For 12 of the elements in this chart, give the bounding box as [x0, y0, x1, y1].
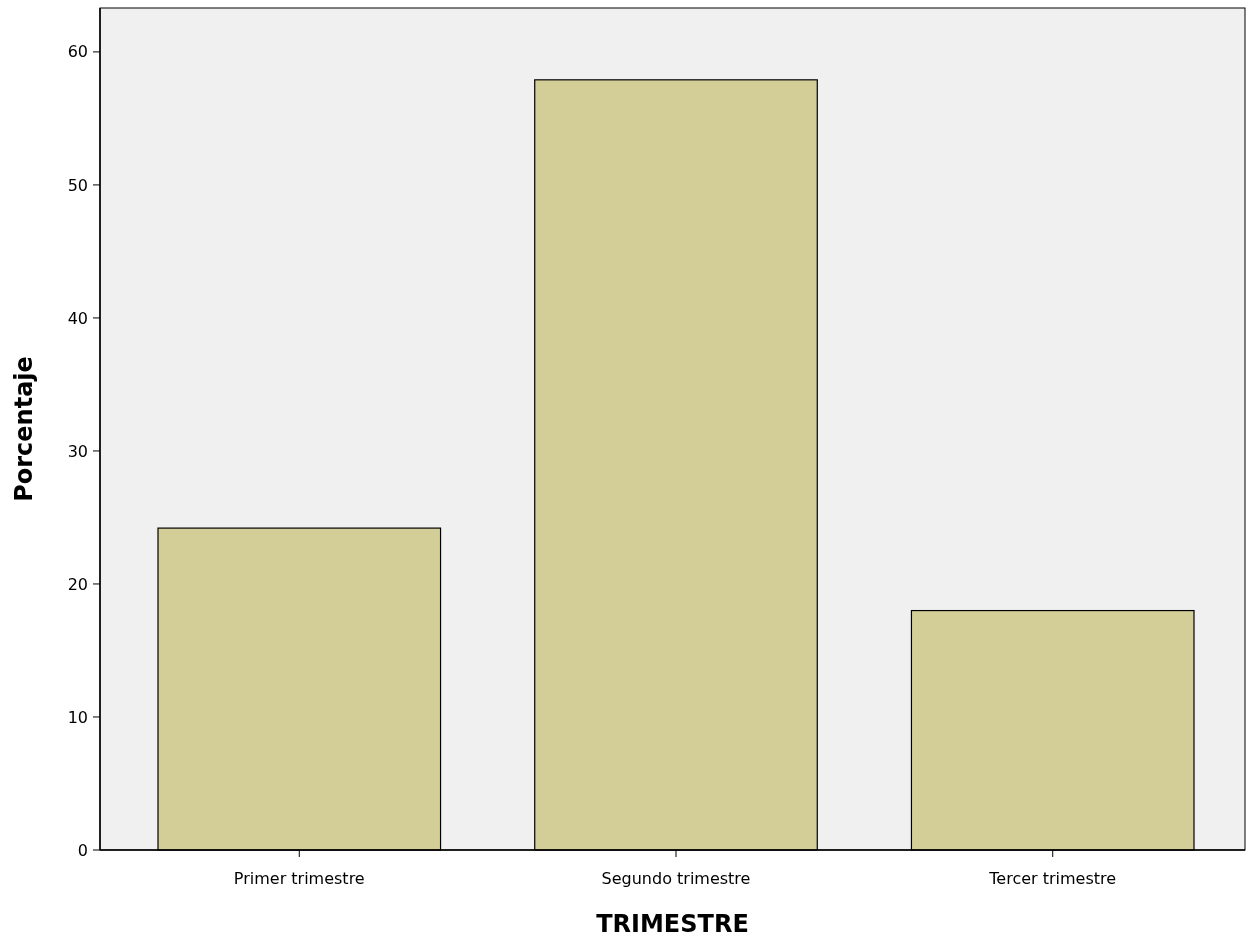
y-tick-label: 40	[67, 308, 88, 328]
x-axis-title: TRIMESTRE	[596, 910, 749, 938]
y-tick-label: 10	[67, 707, 88, 727]
x-tick-label: Segundo trimestre	[601, 869, 751, 888]
y-tick-label: 20	[67, 574, 88, 594]
x-tick-label: Primer trimestre	[233, 869, 365, 888]
y-axis-title: Porcentaje	[10, 356, 38, 502]
y-tick-label: 60	[67, 42, 88, 62]
x-tick-label: Tercer trimestre	[988, 869, 1117, 888]
y-tick-label: 0	[77, 840, 88, 860]
y-tick-label: 30	[67, 441, 88, 461]
y-tick-label: 50	[67, 175, 88, 195]
